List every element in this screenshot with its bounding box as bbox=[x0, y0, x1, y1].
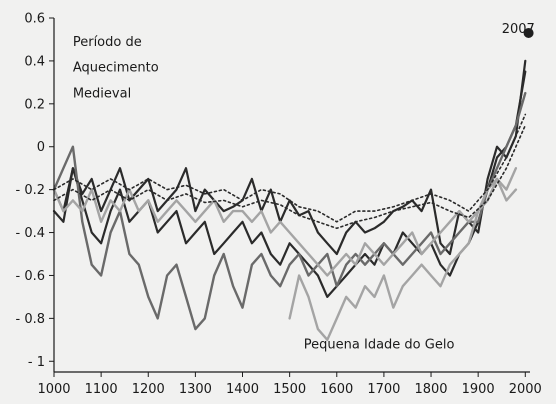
y-tick-label: 0.2 bbox=[24, 97, 45, 112]
x-tick-label: 1200 bbox=[132, 382, 165, 397]
y-tick-label: - 0.8 bbox=[16, 312, 46, 327]
x-tick-label: 1400 bbox=[226, 382, 259, 397]
x-tick-label: 1000 bbox=[37, 382, 70, 397]
y-tick-label: - 0.4 bbox=[16, 226, 46, 241]
annotation-label: Pequena Idade do Gelo bbox=[304, 337, 455, 352]
y-tick-label: - 0.2 bbox=[16, 183, 46, 198]
annotation-label: Medieval bbox=[73, 86, 131, 101]
annotation-label: Período de bbox=[73, 35, 142, 50]
y-tick-label: 0.6 bbox=[24, 12, 45, 27]
x-tick-label: 1800 bbox=[414, 382, 447, 397]
y-tick-label: 0 bbox=[37, 140, 45, 155]
x-tick-label: 1600 bbox=[320, 382, 353, 397]
x-tick-label: 2000 bbox=[509, 382, 542, 397]
annotation-layer: Período de Aquecimento Medieval Pequena Ida… bbox=[73, 22, 535, 352]
series-line-6 bbox=[53, 113, 527, 223]
x-tick-label: 1300 bbox=[179, 382, 212, 397]
x-tick-label: 1700 bbox=[367, 382, 400, 397]
series-layer bbox=[52, 59, 527, 341]
axis-layer: 0.6 0.4 0.2 0 - 0.2 - 0.4 - 0.6 - 0.8 - 1 1000 110… bbox=[16, 12, 542, 398]
series-line-5 bbox=[52, 167, 518, 277]
y-tick-label: - 1 bbox=[28, 355, 45, 370]
series-line-7 bbox=[53, 124, 527, 230]
highlight-point-2007 bbox=[523, 28, 534, 39]
x-tick-label: 1500 bbox=[273, 382, 306, 397]
x-tick-label: 1100 bbox=[85, 382, 118, 397]
series-line-3 bbox=[52, 91, 527, 331]
x-tick-label: 1900 bbox=[462, 382, 495, 397]
y-tick-label: 0.4 bbox=[24, 54, 45, 69]
y-tick-label: - 0.6 bbox=[16, 269, 46, 284]
annotation-label: Aquecimento bbox=[73, 61, 159, 76]
